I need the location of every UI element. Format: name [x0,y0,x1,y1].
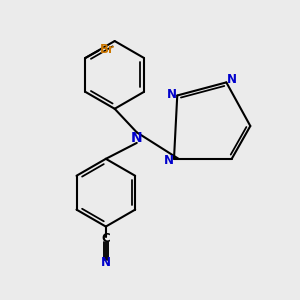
Text: C: C [101,232,110,245]
Text: N: N [167,88,177,100]
Text: N: N [164,154,174,167]
Text: N: N [226,73,237,86]
Text: Br: Br [100,43,115,56]
Text: N: N [131,130,142,145]
Text: N: N [101,256,111,269]
